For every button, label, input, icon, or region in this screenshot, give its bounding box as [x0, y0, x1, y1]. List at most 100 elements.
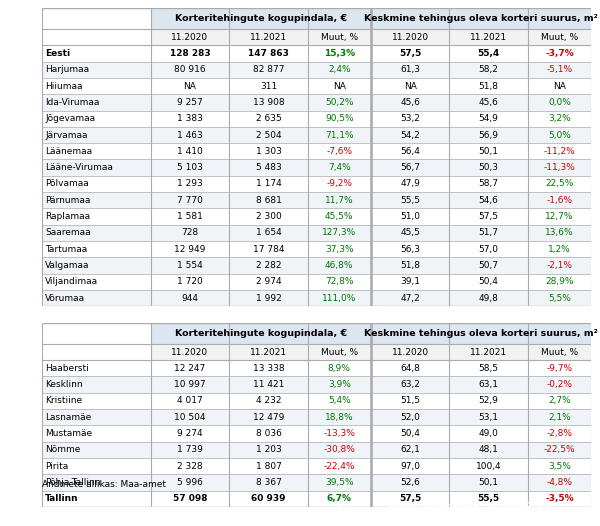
Text: 1 410: 1 410: [177, 147, 203, 156]
Text: 7 770: 7 770: [177, 196, 203, 205]
Text: 1 720: 1 720: [177, 277, 203, 286]
Text: Kesklinn: Kesklinn: [45, 380, 83, 389]
Text: 5 996: 5 996: [177, 478, 203, 487]
Text: Muut, %: Muut, %: [541, 348, 578, 357]
Text: 50,4: 50,4: [400, 429, 420, 438]
Text: ©: ©: [335, 500, 347, 513]
Text: NA: NA: [404, 82, 416, 90]
Text: 53,2: 53,2: [400, 114, 420, 123]
Text: 5,4%: 5,4%: [328, 397, 350, 406]
Text: Jõgevamaa: Jõgevamaa: [45, 114, 95, 123]
Text: 97,0: 97,0: [400, 462, 420, 471]
Text: 1 303: 1 303: [256, 147, 281, 156]
Text: -7,6%: -7,6%: [326, 147, 352, 156]
Text: 49,8: 49,8: [479, 294, 499, 302]
Bar: [42, 45, 591, 62]
Text: 3,5%: 3,5%: [548, 462, 571, 471]
Text: 3,2%: 3,2%: [548, 114, 571, 123]
Text: 18,8%: 18,8%: [325, 413, 353, 422]
Text: 62,1: 62,1: [400, 446, 420, 454]
Bar: [528, 29, 591, 45]
Text: 147 863: 147 863: [248, 49, 289, 58]
Text: 311: 311: [260, 82, 277, 90]
Text: 5,5%: 5,5%: [548, 294, 571, 302]
Text: 37,3%: 37,3%: [325, 245, 353, 254]
Bar: [42, 360, 591, 377]
Text: Pirita: Pirita: [45, 462, 68, 471]
Text: 57 098: 57 098: [173, 494, 207, 503]
Bar: [42, 426, 591, 442]
Text: 10 504: 10 504: [174, 413, 206, 422]
Bar: [371, 344, 449, 360]
Text: 90,5%: 90,5%: [325, 114, 353, 123]
Text: 45,5%: 45,5%: [325, 212, 353, 221]
Text: 58,5: 58,5: [479, 364, 499, 373]
Text: 54,2: 54,2: [400, 130, 420, 139]
Bar: [151, 344, 229, 360]
Bar: [371, 322, 591, 344]
Text: 3,9%: 3,9%: [328, 380, 351, 389]
Text: 1 739: 1 739: [177, 446, 203, 454]
Text: Tartumaa: Tartumaa: [45, 245, 88, 254]
Text: 51,8: 51,8: [400, 261, 420, 270]
Text: 1 383: 1 383: [177, 114, 203, 123]
Text: 50,1: 50,1: [479, 147, 499, 156]
Text: 51,0: 51,0: [400, 212, 420, 221]
Text: 9 274: 9 274: [177, 429, 203, 438]
Bar: [42, 274, 591, 290]
Text: 54,6: 54,6: [479, 196, 499, 205]
Text: 1 992: 1 992: [256, 294, 281, 302]
Text: 52,6: 52,6: [400, 478, 420, 487]
Text: 6,7%: 6,7%: [327, 494, 352, 503]
Text: Lasnamäe: Lasnamäe: [45, 413, 92, 422]
Text: 55,5: 55,5: [478, 494, 500, 503]
Bar: [42, 257, 591, 274]
Text: Muut, %: Muut, %: [321, 33, 358, 42]
Text: 1 174: 1 174: [256, 179, 281, 188]
Text: -11,3%: -11,3%: [544, 163, 575, 172]
Text: 2 300: 2 300: [256, 212, 281, 221]
Text: 8,9%: 8,9%: [328, 364, 351, 373]
Text: 1 807: 1 807: [256, 462, 281, 471]
Text: 1 554: 1 554: [177, 261, 203, 270]
Text: -2,1%: -2,1%: [547, 261, 572, 270]
Text: 11.2021: 11.2021: [250, 348, 287, 357]
Text: 45,5: 45,5: [400, 228, 420, 237]
Text: Põhja-Tallinn: Põhja-Tallinn: [45, 478, 101, 487]
Text: 4 017: 4 017: [177, 397, 203, 406]
Text: 2 974: 2 974: [256, 277, 281, 286]
Text: 2,1%: 2,1%: [548, 413, 571, 422]
Text: 52,0: 52,0: [400, 413, 420, 422]
Bar: [42, 409, 591, 426]
Text: Tõnu Toompark, ADAUR.EE: Tõnu Toompark, ADAUR.EE: [386, 501, 553, 512]
Text: Põlvamaa: Põlvamaa: [45, 179, 89, 188]
Text: Pärnumaa: Pärnumaa: [45, 196, 91, 205]
Text: 12 479: 12 479: [253, 413, 284, 422]
Text: 80 916: 80 916: [174, 65, 206, 74]
Text: 13,6%: 13,6%: [545, 228, 574, 237]
Text: 11.2020: 11.2020: [172, 348, 209, 357]
Text: 9 257: 9 257: [177, 98, 203, 107]
Text: 39,1: 39,1: [400, 277, 420, 286]
Bar: [42, 143, 591, 159]
Text: NA: NA: [184, 82, 196, 90]
Text: 72,8%: 72,8%: [325, 277, 353, 286]
Text: 1,2%: 1,2%: [548, 245, 571, 254]
Text: 728: 728: [181, 228, 199, 237]
Text: Ida-Virumaa: Ida-Virumaa: [45, 98, 100, 107]
Text: Muut, %: Muut, %: [321, 348, 358, 357]
Text: 56,4: 56,4: [400, 147, 420, 156]
Text: 15,3%: 15,3%: [324, 49, 355, 58]
Text: 53,1: 53,1: [479, 413, 499, 422]
Text: 1 463: 1 463: [177, 130, 203, 139]
Text: 50,3: 50,3: [479, 163, 499, 172]
Text: 13 338: 13 338: [253, 364, 284, 373]
Text: Haabersti: Haabersti: [45, 364, 89, 373]
Text: 7,4%: 7,4%: [328, 163, 350, 172]
Text: NA: NA: [553, 82, 566, 90]
Text: 2 282: 2 282: [256, 261, 281, 270]
Text: 47,9: 47,9: [400, 179, 420, 188]
Text: 2 504: 2 504: [256, 130, 281, 139]
Text: 127,3%: 127,3%: [322, 228, 356, 237]
Text: Saaremaa: Saaremaa: [45, 228, 91, 237]
